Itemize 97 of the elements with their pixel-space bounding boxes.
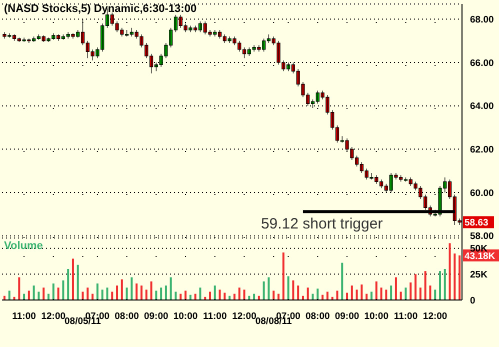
bar xyxy=(199,288,202,300)
bar xyxy=(336,290,338,300)
bar xyxy=(439,271,441,300)
bar xyxy=(380,288,382,300)
text: 58.63 xyxy=(464,218,488,229)
bar xyxy=(174,292,177,300)
bar xyxy=(86,288,89,300)
x-tick-label: 09:00 xyxy=(334,311,360,322)
chart-title: (NASD Stocks,5) Dynamic,6:30-13:00 xyxy=(4,3,197,15)
bar xyxy=(287,276,290,300)
x-tick-label: 10:00 xyxy=(173,311,198,322)
y-tick-label: 60.00 xyxy=(470,188,494,199)
bar xyxy=(126,288,128,300)
y-tick-label: 64.00 xyxy=(470,101,494,112)
bar xyxy=(76,264,79,300)
bar xyxy=(145,290,148,300)
bar xyxy=(155,290,158,300)
bar xyxy=(164,286,167,300)
bar xyxy=(410,282,412,300)
bar xyxy=(419,288,422,300)
bar xyxy=(62,280,64,300)
bar xyxy=(394,277,397,300)
y-tick-label: 62.00 xyxy=(470,144,494,156)
y-tick-label: 68.00 xyxy=(470,14,494,26)
bar xyxy=(375,281,378,300)
bar xyxy=(136,283,138,300)
bar xyxy=(57,288,60,300)
x-tick-label: 12:00 xyxy=(232,311,256,322)
bar xyxy=(341,262,344,300)
bar xyxy=(390,286,392,300)
x-tick-label: 08:00 xyxy=(305,311,330,322)
bar xyxy=(272,290,275,300)
bar xyxy=(18,277,20,300)
bar xyxy=(160,288,162,300)
bar xyxy=(360,284,363,300)
x-tick-label: 11:00 xyxy=(394,311,418,322)
bar xyxy=(400,292,402,300)
bar xyxy=(448,243,451,300)
x-tick-label: 09:00 xyxy=(144,311,168,322)
bar xyxy=(8,290,10,300)
bar xyxy=(268,277,270,300)
bar xyxy=(434,290,436,300)
bar xyxy=(238,288,240,300)
bar xyxy=(130,277,133,300)
bar xyxy=(350,286,353,300)
bar xyxy=(292,280,294,300)
bar xyxy=(306,288,309,300)
bar xyxy=(101,290,104,300)
bar xyxy=(243,290,246,300)
bar xyxy=(214,286,216,300)
bar xyxy=(170,277,172,300)
y-tick-label: 58.00 xyxy=(470,231,494,242)
bar xyxy=(38,292,40,300)
bar xyxy=(429,286,432,300)
bar xyxy=(414,274,417,300)
bar xyxy=(82,292,84,300)
bar xyxy=(356,290,358,300)
bar xyxy=(297,286,300,300)
bar xyxy=(326,292,328,300)
x-tick-label: 11:00 xyxy=(202,311,227,322)
ref-line-label: 59.12 short trigger xyxy=(260,216,383,233)
y-tick-label: 25K xyxy=(470,270,488,281)
bar xyxy=(32,286,35,300)
bar xyxy=(96,283,98,300)
bar xyxy=(262,281,265,300)
bar xyxy=(120,279,123,300)
y-tick-label: 0 xyxy=(470,295,476,306)
bar xyxy=(444,269,446,300)
bar xyxy=(28,290,30,300)
x-tick-label: 10:00 xyxy=(364,311,389,322)
bar xyxy=(209,292,211,300)
bar xyxy=(224,292,226,300)
x-tick-label: 12:00 xyxy=(422,311,448,322)
bar xyxy=(106,288,108,300)
bar xyxy=(404,288,407,300)
bar xyxy=(282,252,284,300)
bar xyxy=(111,292,114,300)
bar xyxy=(72,258,74,300)
y-axis-title: Volume xyxy=(4,240,43,252)
bar xyxy=(316,288,319,300)
bar xyxy=(67,269,70,300)
bar xyxy=(454,254,456,300)
bar xyxy=(52,283,54,300)
x-tick-label: 08:00 xyxy=(114,311,139,322)
bar xyxy=(116,286,118,300)
x-tick-label: 12:00 xyxy=(41,311,66,322)
bar xyxy=(218,290,221,300)
x-tick-label: 11:00 xyxy=(12,311,36,322)
bar xyxy=(424,271,426,300)
bar xyxy=(140,286,142,300)
bar xyxy=(42,288,45,300)
bar xyxy=(150,281,152,300)
bar xyxy=(184,290,187,300)
bar xyxy=(385,290,388,300)
y-tick-label: 66.00 xyxy=(470,58,494,69)
bar xyxy=(458,255,461,300)
bar xyxy=(370,292,372,300)
